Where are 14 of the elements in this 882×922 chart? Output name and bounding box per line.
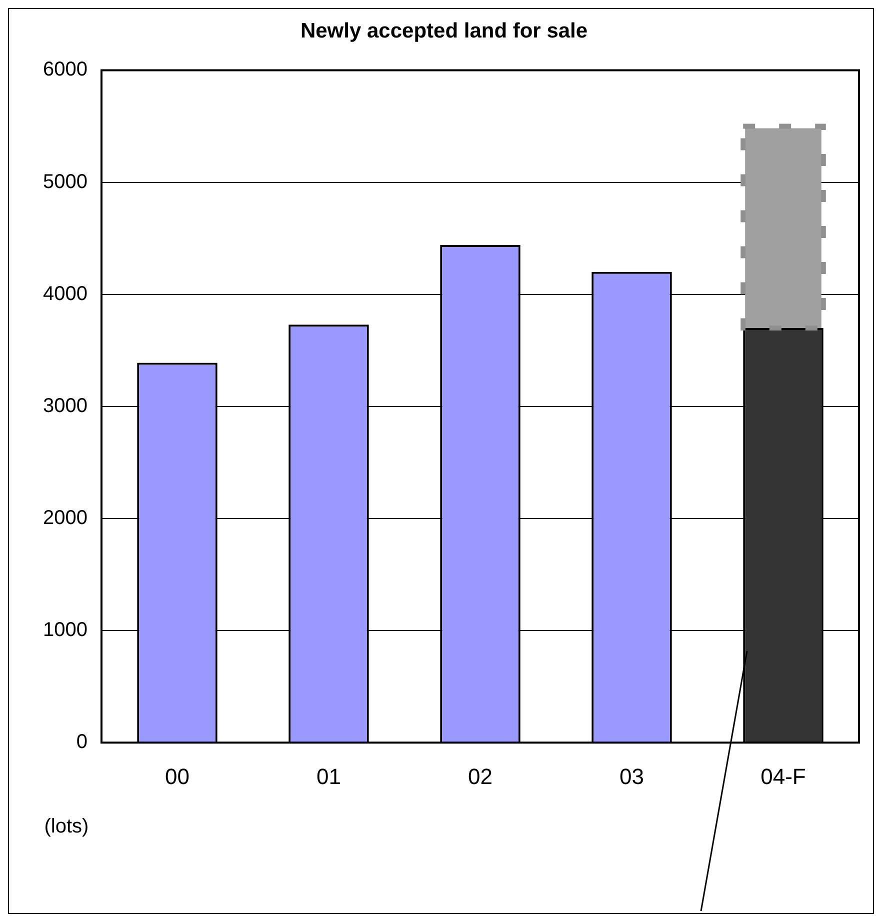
x-tick-label: 01 [316,764,341,789]
y-tick-label: 0 [76,731,88,754]
y-axis-title: (lots) [44,816,89,838]
chart-title: Newly accepted land for sale [300,19,588,42]
y-tick-label: 5000 [42,170,88,193]
y-tick-label: 6000 [42,58,88,81]
y-tick-label: 3000 [42,394,88,417]
y-tick-label: 1000 [42,619,88,642]
x-tick-label: 03 [620,764,644,789]
x-tick-label: 00 [165,764,190,789]
x-tick-label: 02 [468,764,492,789]
y-tick-label: 4000 [42,282,88,305]
y-tick-label: 2000 [42,506,88,529]
x-tick-label: 04-F [760,764,806,789]
